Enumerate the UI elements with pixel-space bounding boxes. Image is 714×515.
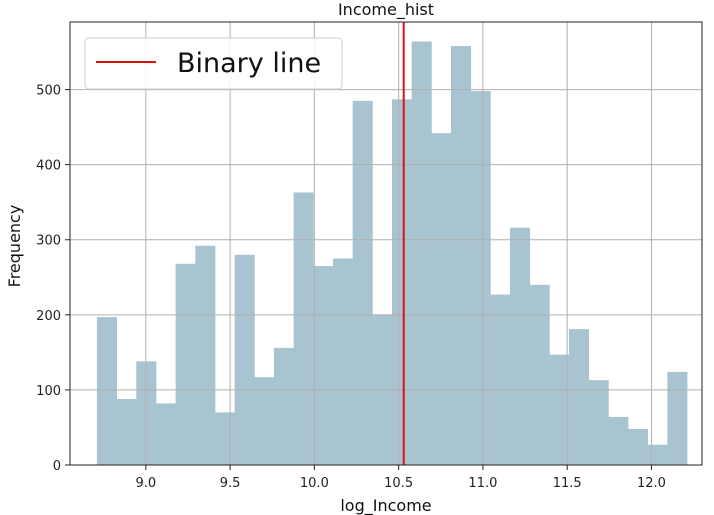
- histogram-bar: [647, 444, 668, 465]
- histogram-bar: [628, 428, 649, 465]
- histogram-bar: [352, 100, 373, 465]
- histogram-bar: [293, 192, 314, 465]
- y-axis-ticks: 0 100 200 300 400 500: [36, 84, 70, 474]
- legend-box: [84, 37, 343, 90]
- histogram-bar: [175, 263, 196, 465]
- histogram-bar: [450, 46, 472, 465]
- y-tick-label: 300: [36, 234, 61, 249]
- histogram-bar: [588, 380, 609, 465]
- x-axis-ticks: 9.0 9.5 10.0 10.5 11.0 11.5 12.0: [135, 465, 666, 491]
- histogram-bar: [568, 329, 590, 465]
- x-tick-label: 12.0: [637, 476, 666, 491]
- histogram-bar: [234, 254, 255, 465]
- histogram-bar: [313, 266, 334, 465]
- y-tick-label: 500: [36, 84, 61, 99]
- histogram-bar: [667, 371, 688, 465]
- histogram-bars: [96, 41, 688, 466]
- histogram-bar: [195, 245, 216, 465]
- legend-label-binary-line: Binary line: [177, 48, 321, 79]
- y-tick-label: 100: [36, 384, 61, 399]
- histogram-bar: [155, 403, 177, 465]
- y-tick-label: 0: [53, 459, 61, 474]
- x-tick-label: 10.5: [384, 476, 413, 491]
- histogram-bar: [273, 347, 295, 465]
- chart-title: Income_hist: [338, 0, 434, 20]
- histogram-bar: [490, 294, 511, 465]
- plot-frame: [69, 21, 703, 466]
- histogram-bar: [254, 377, 275, 465]
- y-tick-label: 400: [36, 159, 61, 174]
- legend: Binary line: [84, 37, 343, 90]
- histogram-bar: [214, 412, 236, 465]
- histogram-bar: [116, 398, 137, 465]
- x-tick-label: 11.5: [553, 476, 582, 491]
- histogram-bar: [509, 227, 531, 465]
- grid-lines: [70, 22, 702, 465]
- x-tick-label: 10.0: [300, 476, 329, 491]
- histogram-bar: [608, 416, 629, 465]
- histogram-bar: [411, 41, 432, 466]
- x-tick-label: 9.0: [135, 476, 156, 491]
- y-axis-title: Frequency: [5, 205, 24, 288]
- histogram-bar: [470, 91, 491, 465]
- x-axis-title: log_Income: [340, 496, 431, 515]
- x-tick-label: 9.5: [220, 476, 241, 491]
- x-tick-label: 11.0: [468, 476, 497, 491]
- histogram-bar: [529, 284, 550, 465]
- histogram-bar: [391, 99, 413, 465]
- y-tick-label: 200: [36, 309, 61, 324]
- histogram-bar: [332, 258, 354, 465]
- histogram-bar: [549, 354, 570, 465]
- histogram-bar: [431, 133, 452, 465]
- histogram-bar: [96, 317, 118, 465]
